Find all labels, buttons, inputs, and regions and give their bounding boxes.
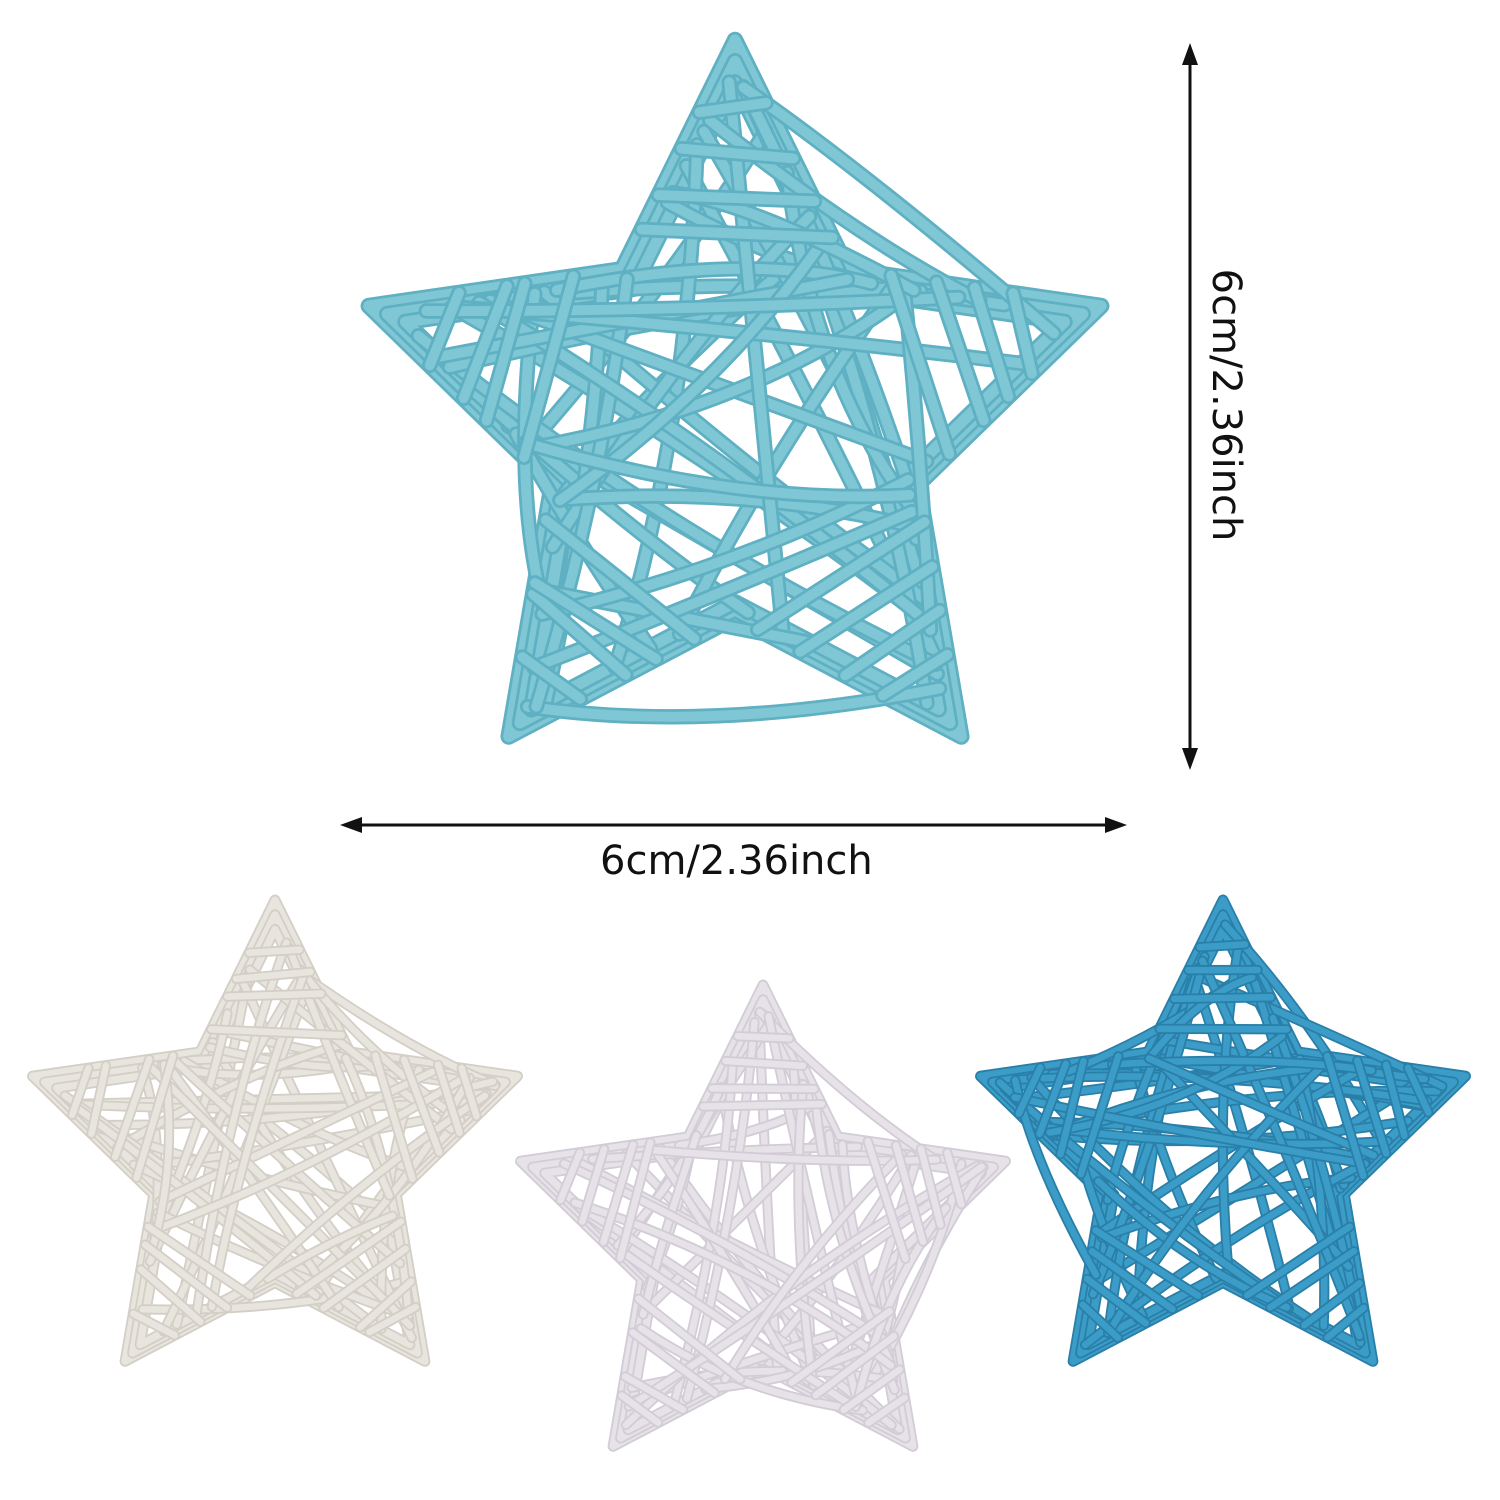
main-light-blue-star (360, 31, 1110, 745)
light-lavender-star (515, 979, 1011, 1452)
height-dimension-arrow (1182, 43, 1198, 770)
height-label: 6cm/2.36inch (1203, 268, 1249, 542)
blue-star (975, 894, 1471, 1367)
cream-star (27, 894, 523, 1367)
width-dimension-arrow (340, 817, 1127, 833)
width-label: 6cm/2.36inch (600, 838, 873, 884)
